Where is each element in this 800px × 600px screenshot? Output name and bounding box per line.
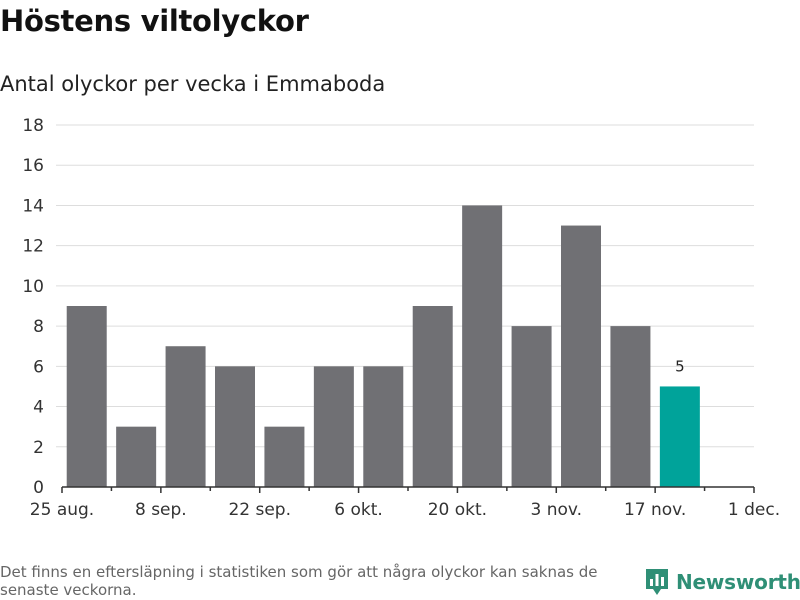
footnote: Det finns en eftersläpning i statistiken…	[0, 563, 598, 599]
bar	[264, 426, 305, 487]
y-tick-label: 6	[33, 357, 44, 377]
bar	[313, 366, 354, 487]
bar	[511, 326, 552, 487]
bars	[66, 205, 700, 488]
bar	[363, 366, 404, 487]
bar	[215, 366, 255, 487]
bar	[610, 326, 651, 487]
labels: 0 2 4 6 8 10 12 14 16 18 5 25 aug. 8 sep. 22 sep. 6 ok…	[22, 116, 780, 520]
x-tick-label: 17 nov.	[624, 500, 686, 520]
y-tick-label: 2	[33, 438, 44, 458]
bar	[561, 225, 601, 488]
bar	[462, 205, 503, 487]
y-tick-label: 16	[22, 156, 44, 176]
x-tick-label: 8 sep.	[135, 500, 187, 520]
data-label: 5	[675, 357, 685, 375]
y-tick-label: 8	[33, 317, 44, 337]
bar	[116, 426, 157, 487]
chart-subtitle: Antal olyckor per vecka i Emmaboda	[0, 72, 386, 96]
x-tick-label: 6 okt.	[334, 500, 383, 520]
y-tick-label: 14	[22, 196, 44, 216]
bar	[412, 306, 453, 487]
chart-title: Höstens viltolyckor	[0, 4, 309, 38]
x-tick-label: 3 nov.	[531, 500, 583, 520]
y-tick-label: 18	[22, 116, 44, 136]
x-tick-label: 1 dec.	[728, 500, 780, 520]
y-tick-label: 4	[33, 398, 44, 418]
x-tick-label: 22 sep.	[228, 500, 291, 520]
bar	[66, 306, 107, 487]
bar-chart: 0 2 4 6 8 10 12 14 16 18 5 25 aug. 8 sep. 22 sep. 6 ok…	[22, 116, 780, 520]
bar	[165, 346, 206, 487]
y-tick-label: 12	[22, 237, 44, 257]
y-tick-label: 0	[33, 478, 44, 498]
x-tick-label: 25 aug.	[30, 500, 94, 520]
brand-name: Newsworthy	[676, 570, 800, 594]
bar	[659, 386, 700, 487]
x-axis	[61, 486, 755, 493]
brand-logo: Newsworthy	[644, 567, 800, 597]
y-tick-label: 10	[22, 277, 44, 297]
newsworthy-logo-icon	[646, 569, 668, 595]
x-tick-label: 20 okt.	[428, 500, 487, 520]
